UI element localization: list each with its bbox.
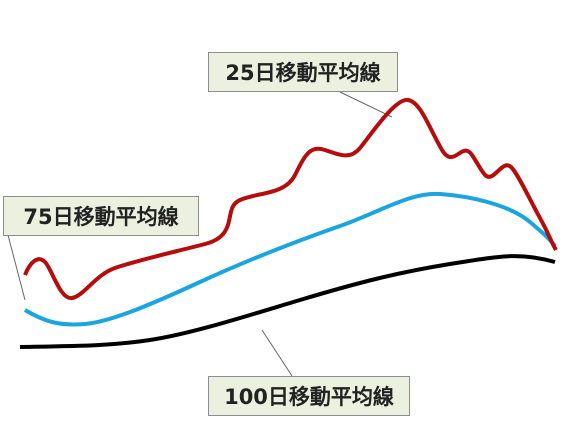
ma25-line: [23, 98, 558, 300]
callout-line: [7, 234, 26, 301]
callout-line: [339, 91, 393, 118]
ma100-label: 100日移動平均線: [208, 376, 410, 416]
callout-line: [261, 329, 293, 377]
ma25-label: 25日移動平均線: [208, 52, 398, 92]
ma100-line: [19, 254, 556, 349]
ma75-line: [23, 191, 557, 327]
ma75-label: 75日移動平均線: [3, 196, 199, 236]
